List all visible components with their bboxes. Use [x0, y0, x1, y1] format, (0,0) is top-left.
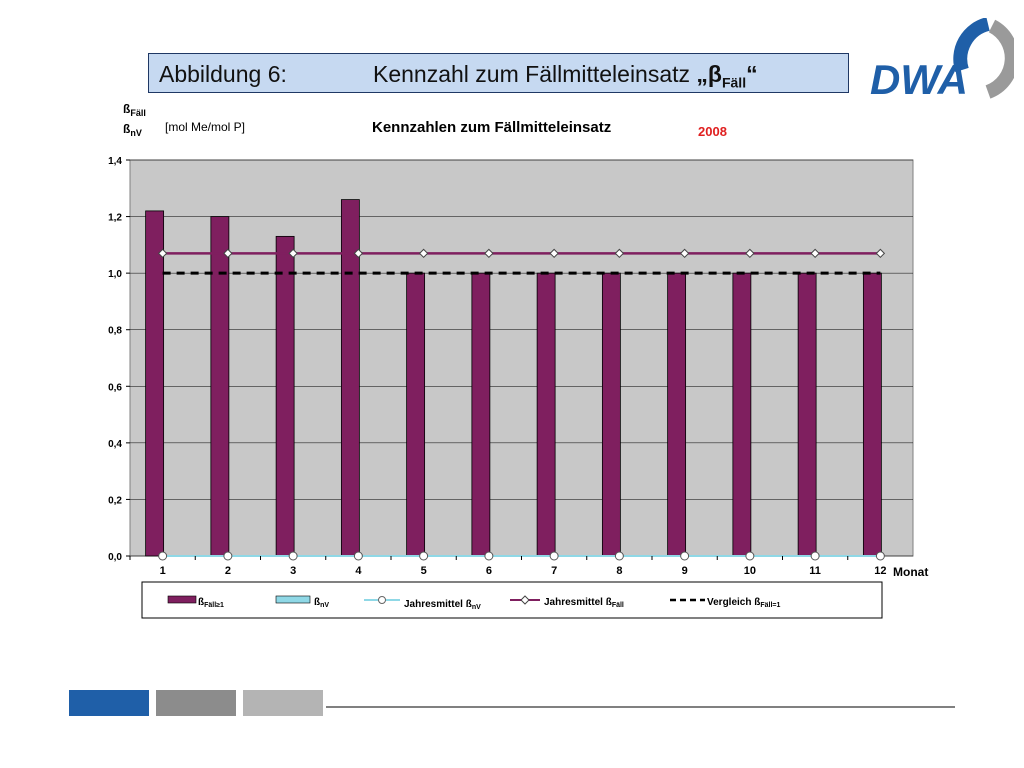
marker-jahresmittel-nv: [549, 551, 559, 561]
chart-title: Kennzahlen zum Fällmitteleinsatz: [372, 119, 611, 136]
legend-marker-jm-nv: [378, 596, 386, 604]
legend-swatch-fall: [167, 595, 197, 604]
figure-label: Abbildung 6:: [159, 61, 287, 87]
x-tick-label: 2: [225, 565, 231, 577]
marker-jahresmittel-nv: [419, 551, 429, 561]
footer-block-blue: [69, 690, 149, 716]
marker-jahresmittel-fall: [679, 248, 690, 259]
marker-jahresmittel-fall: [810, 248, 820, 259]
marker-jahresmittel-fall: [288, 248, 298, 259]
marker-jahresmittel-nv: [158, 551, 168, 561]
marker-jahresmittel-fall: [353, 248, 364, 259]
bar-fall: [471, 272, 491, 557]
bar-fall: [732, 272, 752, 557]
beta-symbol: „βFäll“: [696, 61, 758, 91]
marker-jahresmittel-nv: [875, 551, 885, 561]
y-tick-label: 1,2: [108, 213, 122, 224]
figure-title-box: Abbildung 6: Kennzahl zum Fällmitteleins…: [148, 53, 849, 93]
marker-jahresmittel-nv: [353, 551, 363, 561]
chart-year: 2008: [698, 124, 727, 139]
x-tick-label: 4: [355, 565, 362, 577]
footer-decoration: [69, 690, 955, 716]
footer-block-gray: [156, 690, 236, 716]
bar-fall: [601, 272, 621, 557]
beta-open: „β: [696, 61, 722, 87]
dwa-logo: DWA: [870, 18, 1014, 102]
y-title-fall: ßFäll: [123, 102, 146, 118]
marker-jahresmittel-nv: [223, 551, 233, 561]
legend: ßFäll≥1 ßnV Jahresmittel ßnV Jahresmitte…: [141, 581, 883, 619]
marker-jahresmittel-fall: [484, 248, 494, 259]
logo-text: DWA: [870, 56, 968, 102]
marker-jahresmittel-fall: [614, 248, 625, 259]
legend-label-jm-nv: Jahresmittel ßnV: [404, 599, 481, 611]
gridlines: [126, 159, 913, 557]
beta-sub: Fäll: [721, 74, 747, 91]
y-tick-label: 1,0: [108, 269, 122, 280]
y-title-nv: ßnV: [123, 122, 142, 138]
x-tick-label: 10: [744, 565, 756, 577]
figure-caption-text: Kennzahl zum Fällmitteleinsatz: [373, 61, 691, 87]
marker-jahresmittel-fall: [549, 248, 559, 259]
y-tick-labels: 0,0 0,2 0,4 0,6 0,8 1,0 1,2 1,4: [108, 156, 122, 563]
bar-fall: [210, 216, 230, 557]
x-tick-label: 5: [421, 565, 427, 577]
bar-fall: [797, 272, 817, 557]
legend-swatch-nv: [275, 595, 311, 604]
y-tick-label: 1,4: [108, 156, 122, 167]
marker-jahresmittel-fall: [418, 248, 429, 259]
x-tick-label: 8: [616, 565, 622, 577]
y-unit: [mol Me/mol P]: [165, 120, 245, 134]
marker-jahresmittel-nv: [288, 551, 298, 561]
logo-arc-blue: [953, 18, 991, 73]
bars: [145, 199, 882, 557]
x-tick-label: 1: [160, 565, 166, 577]
bar-fall: [406, 272, 426, 557]
x-tick-label: 6: [486, 565, 492, 577]
legend-marker-jm-fall: [520, 595, 530, 605]
x-tick-label: 9: [682, 565, 688, 577]
y-tick-label: 0,6: [108, 382, 122, 393]
marker-jahresmittel-fall: [223, 248, 233, 259]
y-tick-label: 0,4: [108, 439, 122, 450]
legend-label-jm-fall: Jahresmittel ßFäll: [544, 597, 624, 609]
marker-jahresmittel-nv: [484, 551, 494, 561]
plot-area: [129, 159, 914, 557]
y-tick-label: 0,8: [108, 326, 122, 337]
marker-jahresmittel-nv: [614, 551, 624, 561]
marker-jahresmittel-fall: [157, 248, 168, 259]
x-axis-title: Monat: [893, 565, 928, 579]
bar-fall: [667, 272, 687, 557]
logo-arc-gray: [985, 19, 1014, 99]
y-tick-label: 0,0: [108, 552, 122, 563]
x-tick-label: 12: [874, 565, 886, 577]
marker-jahresmittel-nv: [680, 551, 690, 561]
x-tick-label: 3: [290, 565, 296, 577]
marker-jahresmittel-fall: [875, 248, 886, 259]
figure-caption: Kennzahl zum Fällmitteleinsatz „βFäll“: [373, 61, 758, 91]
y-axis-title: ßFäll ßnV: [123, 102, 146, 138]
x-tick-label: 7: [551, 565, 557, 577]
bar-fall: [862, 272, 882, 557]
bar-fall: [536, 272, 556, 557]
x-tick-label: 11: [809, 565, 821, 577]
bar-fall: [275, 235, 295, 557]
x-tick-labels: 1 2 3 4 5 6 7 8 9 10 11 12: [129, 556, 887, 577]
marker-jahresmittel-nv: [745, 551, 755, 561]
footer-block-lightgray: [243, 690, 323, 716]
beta-close: “: [746, 61, 758, 87]
marker-jahresmittel-fall: [745, 248, 755, 259]
marker-jahresmittel-nv: [810, 551, 820, 561]
y-tick-label: 0,2: [108, 495, 122, 506]
bar-fall: [145, 210, 165, 557]
